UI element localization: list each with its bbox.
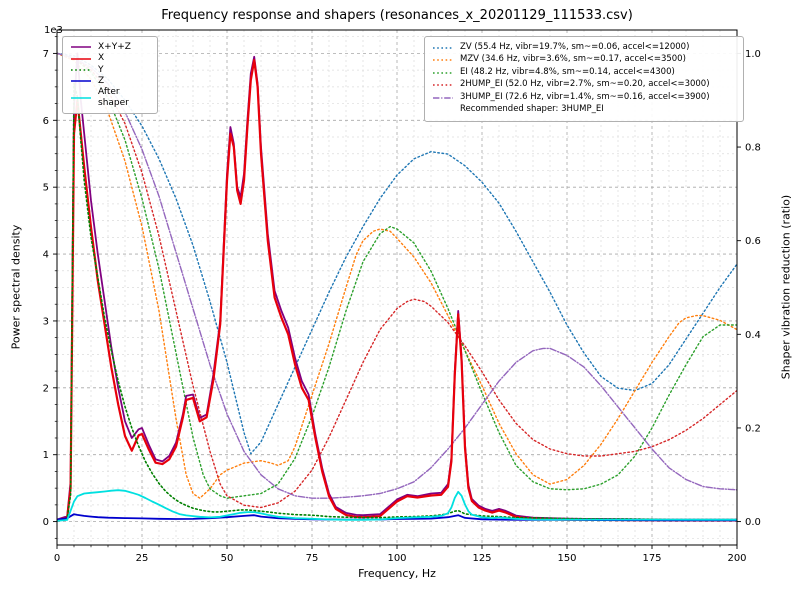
legend-psd-item-x-y-z: X+Y+Z (70, 42, 150, 52)
legend-shaper-item-mzv: MZV (34.6 Hz, vibr=3.6%, sm~=0.17, accel… (432, 54, 736, 65)
shaper-curve-mzv (57, 52, 737, 499)
legend-line-sample (71, 46, 91, 48)
legend-line-sample (71, 69, 91, 71)
legend-label: 2HUMP_EI (52.0 Hz, vibr=2.7%, sm~=0.20, … (460, 79, 710, 90)
shaper-curve-3hump-ei (57, 52, 737, 499)
svg-text:150: 150 (557, 553, 576, 564)
shaper-curve-zv (57, 52, 737, 455)
svg-text:200: 200 (727, 553, 746, 564)
legend-label: MZV (34.6 Hz, vibr=3.6%, sm~=0.17, accel… (460, 54, 686, 65)
legend-line-sample (433, 96, 453, 99)
legend-shaper-note-row: Recommended shaper: 3HUMP_EI (432, 104, 736, 115)
svg-text:5: 5 (43, 183, 49, 194)
legend-line-sample (433, 59, 453, 62)
svg-text:125: 125 (472, 553, 491, 564)
legend-psd-item-after-shaper: After shaper (70, 87, 150, 108)
svg-text:1: 1 (43, 450, 49, 461)
y-axis-offset-text: 1e3 (44, 25, 63, 36)
psd-curve-x-y-z (57, 52, 737, 521)
svg-text:4: 4 (43, 250, 49, 261)
legend-label: 3HUMP_EI (72.6 Hz, vibr=1.4%, sm~=0.16, … (460, 91, 710, 102)
svg-text:25: 25 (136, 553, 149, 564)
psd-curve-after-shaper (57, 489, 737, 522)
svg-text:175: 175 (642, 553, 661, 564)
legend-label: Z (98, 76, 105, 87)
recommended-shaper-note: Recommended shaper: 3HUMP_EI (460, 104, 604, 115)
svg-text:6: 6 (43, 116, 49, 127)
x-axis-label: Frequency, Hz (358, 567, 436, 580)
legend-label: ZV (55.4 Hz, vibr=19.7%, sm~=0.06, accel… (460, 42, 690, 52)
svg-text:50: 50 (221, 553, 234, 564)
psd-curve-y (57, 82, 737, 522)
y-axis-label-right: Shaper vibration reduction (ratio) (779, 194, 793, 380)
svg-text:0: 0 (54, 553, 60, 564)
legend-shaper-item-3hump-ei: 3HUMP_EI (72.6 Hz, vibr=1.4%, sm~=0.16, … (432, 92, 736, 103)
legend-line-sample (433, 71, 453, 74)
legend-shaper-item-ei: EI (48.2 Hz, vibr=4.8%, sm~=0.14, accel<… (432, 67, 736, 78)
svg-text:0.6: 0.6 (745, 236, 761, 247)
svg-text:0.4: 0.4 (745, 330, 761, 341)
svg-text:0.8: 0.8 (745, 143, 761, 154)
legend-shapers: ZV (55.4 Hz, vibr=19.7%, sm~=0.06, accel… (424, 36, 744, 122)
legend-label: EI (48.2 Hz, vibr=4.8%, sm~=0.14, accel<… (460, 66, 675, 77)
svg-text:0.2: 0.2 (745, 423, 761, 434)
shaper-curve-2hump-ei (57, 52, 737, 509)
tick-labels: 0 25 50 75 100 125 150 175 200 0 1 2 3 4 5 6 7 0.0 0.2 0.4 0… (43, 36, 761, 564)
chart-title: Frequency response and shapers (resonanc… (161, 8, 633, 23)
legend-label: Y (98, 64, 104, 75)
y-axis-label-left: Power spectral density (9, 224, 23, 350)
legend-line-sample (433, 46, 453, 49)
svg-text:0.0: 0.0 (745, 517, 761, 528)
legend-psd-items: X+Y+Z X Y Z After shaper (70, 42, 150, 108)
svg-text:1.0: 1.0 (745, 49, 761, 60)
legend-line-sample (433, 84, 453, 86)
legend-label: X (98, 53, 105, 64)
legend-line-sample (71, 96, 91, 99)
svg-text:100: 100 (387, 553, 406, 564)
legend-shaper-item-2hump-ei: 2HUMP_EI (52.0 Hz, vibr=2.7%, sm~=0.20, … (432, 79, 736, 90)
legend-line-sample (71, 57, 91, 60)
legend-psd-item-x: X (70, 53, 150, 63)
svg-text:75: 75 (306, 553, 319, 564)
legend-shaper-item-zv: ZV (55.4 Hz, vibr=19.7%, sm~=0.06, accel… (432, 42, 736, 53)
curves (57, 52, 737, 522)
legend-shaper-items: ZV (55.4 Hz, vibr=19.7%, sm~=0.06, accel… (432, 42, 736, 103)
legend-label: X+Y+Z (98, 42, 131, 52)
svg-text:7: 7 (43, 49, 49, 60)
legend-psd-item-z: Z (70, 76, 150, 86)
svg-text:0: 0 (43, 517, 49, 528)
legend-label: After shaper (98, 87, 129, 108)
psd-curve-z (57, 513, 737, 522)
legend-psd: X+Y+Z X Y Z After shaper (62, 36, 158, 115)
svg-text:3: 3 (43, 316, 49, 327)
svg-text:2: 2 (43, 383, 49, 394)
legend-line-sample (71, 80, 91, 83)
legend-psd-item-y: Y (70, 65, 150, 75)
shaper-curve-ei (57, 52, 737, 499)
